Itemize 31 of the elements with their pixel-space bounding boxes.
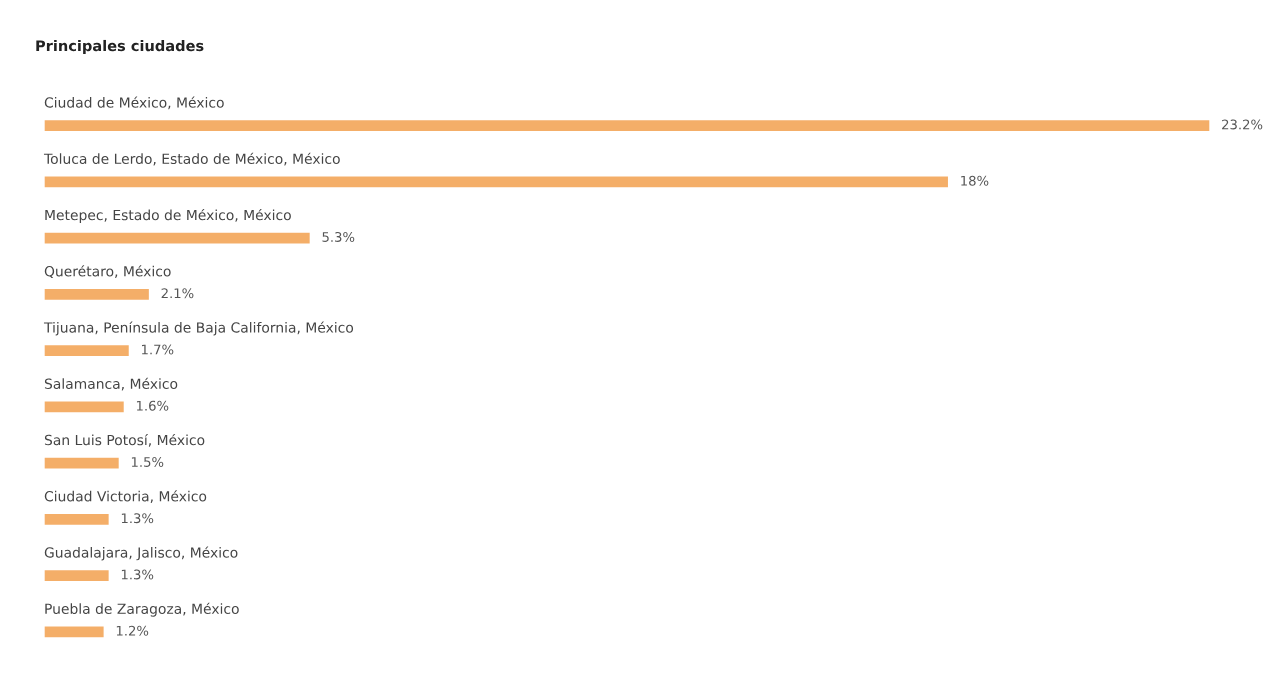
- y-tick-label: Toluca de Lerdo, Estado de México, México: [43, 152, 340, 166]
- data-label: 18%: [961, 175, 989, 186]
- data-label: 1.5%: [131, 456, 164, 467]
- y-tick-label: Puebla de Zaragoza, México: [45, 602, 239, 617]
- bar: [44, 512, 111, 527]
- y-tick-label: Metepec, Estado de México, México: [45, 208, 291, 223]
- y-tick-label: Tijuana, Península de Baja California, México: [43, 321, 354, 336]
- y-tick-label: Ciudad Victoria, México: [44, 490, 207, 503]
- y-tick-label: Ciudad de México, México: [44, 96, 224, 110]
- data-label: 5.3%: [322, 231, 355, 242]
- data-label: 1.7%: [142, 344, 174, 355]
- bar: [44, 343, 131, 358]
- data-label: 1.6%: [136, 400, 169, 411]
- data-label: 1.2%: [116, 625, 149, 636]
- bar: [44, 624, 106, 639]
- data-label: 2.1%: [161, 288, 194, 299]
- bar: [44, 568, 111, 583]
- y-tick-label: San Luis Potosí, México: [44, 433, 205, 447]
- y-tick-label: Guadalajara, Jalisco, México: [44, 546, 238, 561]
- bar: [44, 231, 312, 246]
- data-label: 1.3%: [121, 513, 154, 524]
- bar: [44, 399, 126, 414]
- data-label: 1.3%: [121, 569, 154, 580]
- y-tick-label: Salamanca, México: [44, 377, 178, 391]
- bar: [44, 456, 121, 471]
- bar: [44, 174, 950, 189]
- y-tick-label: Querétaro, México: [44, 265, 171, 279]
- bar: [44, 118, 1211, 133]
- data-label: 23.2%: [1222, 119, 1263, 130]
- chart-title: Principales ciudades: [36, 39, 204, 55]
- bar: [44, 287, 151, 302]
